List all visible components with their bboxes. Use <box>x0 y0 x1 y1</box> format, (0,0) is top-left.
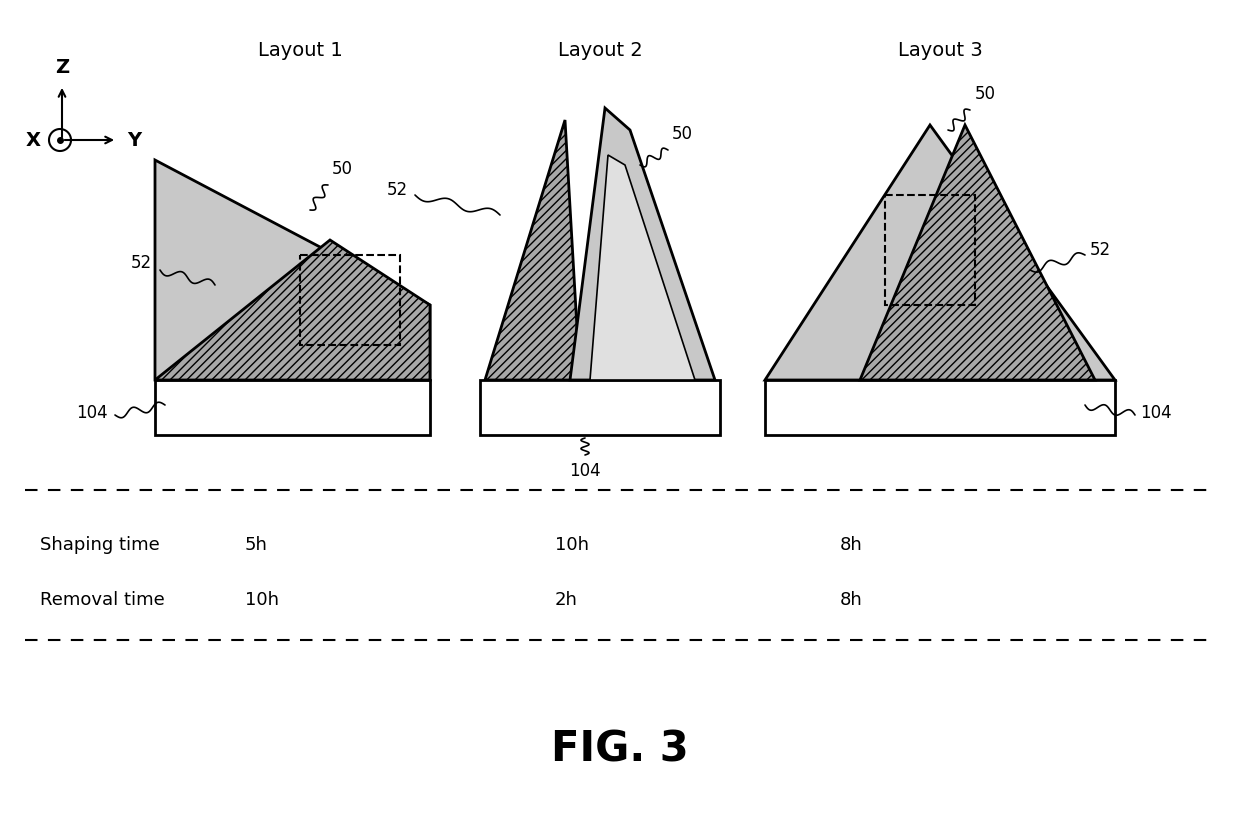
Polygon shape <box>861 125 1095 380</box>
Bar <box>155 380 430 435</box>
Text: Layout 3: Layout 3 <box>898 41 982 60</box>
Polygon shape <box>590 155 694 380</box>
Text: 8h: 8h <box>839 536 863 554</box>
Text: 50: 50 <box>332 160 353 178</box>
Text: 2h: 2h <box>556 591 578 609</box>
Text: Removal time: Removal time <box>40 591 165 609</box>
Text: 8h: 8h <box>839 591 863 609</box>
Polygon shape <box>485 120 580 380</box>
Text: 10h: 10h <box>246 591 279 609</box>
Text: 10h: 10h <box>556 536 589 554</box>
Text: 50: 50 <box>672 125 693 143</box>
Text: 104: 104 <box>569 462 601 480</box>
Text: Layout 1: Layout 1 <box>258 41 342 60</box>
Text: 52: 52 <box>1090 241 1111 259</box>
Text: Z: Z <box>55 58 69 77</box>
Text: 52: 52 <box>387 181 408 199</box>
Polygon shape <box>155 240 430 380</box>
Text: Layout 2: Layout 2 <box>558 41 642 60</box>
Bar <box>300 255 401 345</box>
Text: 104: 104 <box>1140 404 1172 422</box>
Text: 104: 104 <box>77 404 108 422</box>
Text: 5h: 5h <box>246 536 268 554</box>
Polygon shape <box>570 108 715 380</box>
Bar <box>765 380 1115 435</box>
Text: Shaping time: Shaping time <box>40 536 160 554</box>
Text: X: X <box>26 131 41 150</box>
Text: 50: 50 <box>975 85 996 103</box>
Bar <box>480 380 720 435</box>
Text: 52: 52 <box>131 254 153 272</box>
Bar <box>885 195 975 305</box>
Text: FIG. 3: FIG. 3 <box>551 729 689 771</box>
Polygon shape <box>155 160 430 380</box>
Text: Y: Y <box>126 131 141 150</box>
Polygon shape <box>765 125 1115 380</box>
